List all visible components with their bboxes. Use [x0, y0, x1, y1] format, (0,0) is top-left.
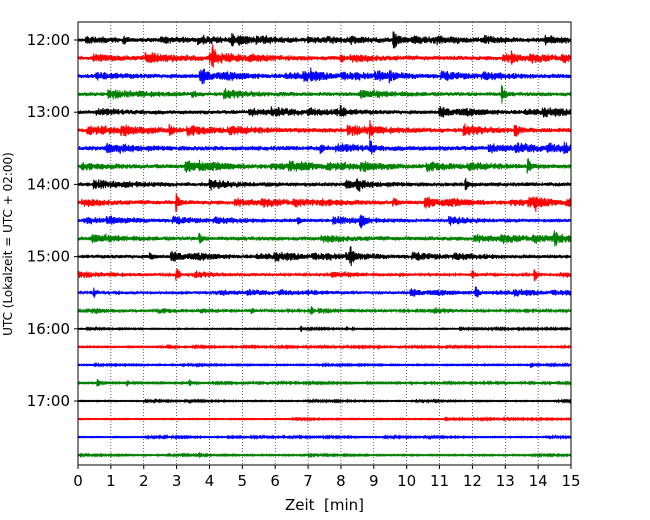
x-axis-ticks: 0 1 2 3 4 5 6 7 8 9 10 11 12 13 14 15	[73, 465, 581, 490]
x-tick-label: 8	[336, 472, 346, 490]
x-tick-label: 15	[561, 472, 580, 490]
x-tick-label: 13	[496, 472, 515, 490]
x-tick-label: 0	[73, 472, 83, 490]
x-tick-label: 3	[172, 472, 182, 490]
x-tick-label: 12	[463, 472, 482, 490]
y-tick-label: 17:00	[27, 392, 70, 410]
y-tick-label: 14:00	[27, 175, 70, 193]
x-tick-label: 11	[430, 472, 449, 490]
x-tick-label: 5	[238, 472, 248, 490]
x-tick-label: 14	[529, 472, 548, 490]
y-axis-label: UTC (Lokalzeit = UTC + 02:00)	[1, 152, 15, 336]
x-axis-label: Zeit [min]	[285, 496, 364, 514]
y-tick-label: 15:00	[27, 248, 70, 266]
plot-background	[78, 22, 571, 465]
x-tick-label: 10	[397, 472, 416, 490]
x-tick-label: 4	[205, 472, 215, 490]
x-tick-label: 2	[139, 472, 149, 490]
x-tick-label: 9	[369, 472, 379, 490]
y-tick-label: 16:00	[27, 320, 70, 338]
x-tick-label: 6	[270, 472, 280, 490]
y-axis-ticks: 12:00 13:00 14:00 15:00 16:00 17:00	[27, 31, 78, 410]
y-tick-label: 12:00	[27, 31, 70, 49]
y-tick-label: 13:00	[27, 103, 70, 121]
vertical-grid	[110, 22, 539, 465]
x-tick-label: 7	[303, 472, 313, 490]
plot-frame	[77, 21, 572, 466]
seismogram-traces	[77, 31, 572, 459]
x-tick-label: 1	[106, 472, 116, 490]
